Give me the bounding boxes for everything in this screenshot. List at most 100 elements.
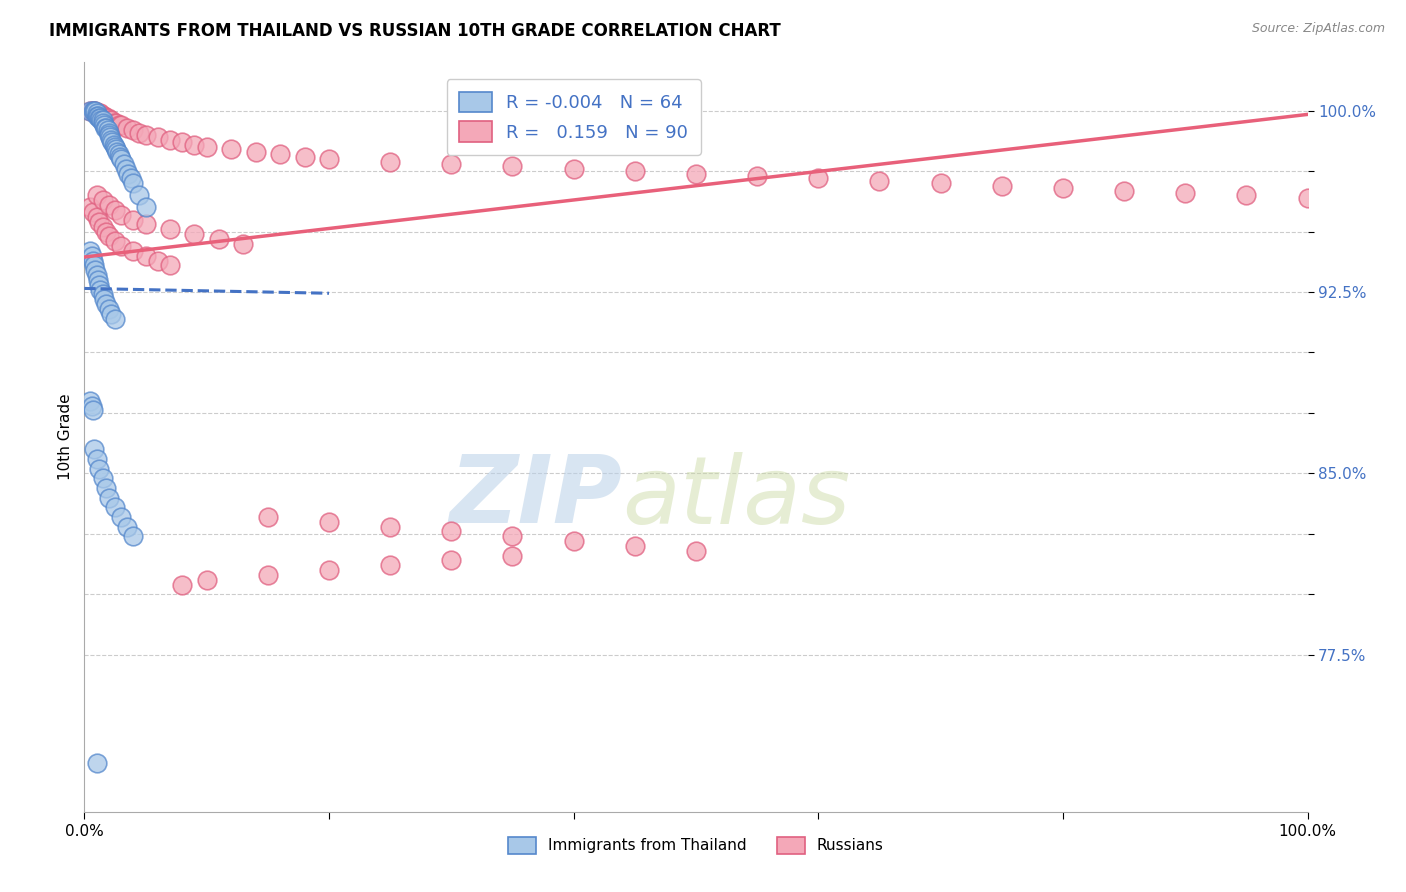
Point	[380, 558, 402, 573]
Point	[440, 157, 463, 171]
Point	[82, 205, 104, 219]
Point	[159, 133, 181, 147]
Point	[135, 218, 157, 232]
Point	[80, 103, 103, 118]
Point	[107, 147, 129, 161]
Point	[122, 244, 145, 258]
Point	[86, 188, 108, 202]
Point	[100, 133, 122, 147]
Point	[96, 225, 118, 239]
Point	[502, 529, 524, 543]
Point	[245, 145, 267, 159]
Point	[807, 171, 830, 186]
Point	[122, 123, 145, 137]
Point	[105, 145, 128, 159]
Point	[87, 215, 110, 229]
Point	[128, 126, 150, 140]
Point	[1114, 184, 1136, 198]
Point	[115, 161, 138, 176]
Point	[257, 509, 280, 524]
Point	[91, 287, 114, 301]
Point	[96, 481, 118, 495]
Point	[105, 116, 128, 130]
Point	[195, 573, 218, 587]
Point	[159, 259, 181, 273]
Point	[87, 106, 110, 120]
Point	[135, 249, 157, 263]
Point	[159, 222, 181, 236]
Point	[83, 103, 105, 118]
Point	[86, 106, 108, 120]
Point	[380, 154, 402, 169]
Point	[122, 212, 145, 227]
Point	[104, 140, 127, 154]
Point	[115, 519, 138, 533]
Point	[440, 553, 463, 567]
Point	[219, 143, 242, 157]
Point	[318, 563, 340, 577]
Point	[89, 111, 111, 125]
Point	[83, 442, 105, 457]
Point	[1052, 181, 1074, 195]
Point	[110, 152, 132, 166]
Point	[104, 235, 127, 249]
Point	[97, 113, 120, 128]
Point	[91, 193, 114, 207]
Point	[89, 283, 111, 297]
Point	[87, 111, 110, 125]
Point	[87, 106, 110, 120]
Point	[380, 519, 402, 533]
Point	[98, 130, 121, 145]
Point	[86, 109, 108, 123]
Point	[929, 176, 952, 190]
Point	[82, 103, 104, 118]
Point	[208, 232, 231, 246]
Point	[79, 201, 101, 215]
Point	[86, 268, 108, 282]
Point	[110, 239, 132, 253]
Point	[107, 118, 129, 132]
Point	[122, 529, 145, 543]
Point	[93, 109, 115, 123]
Point	[172, 135, 194, 149]
Point	[104, 311, 127, 326]
Point	[624, 164, 647, 178]
Point	[318, 515, 340, 529]
Text: atlas: atlas	[623, 451, 851, 542]
Point	[84, 263, 107, 277]
Point	[624, 539, 647, 553]
Text: IMMIGRANTS FROM THAILAND VS RUSSIAN 10TH GRADE CORRELATION CHART: IMMIGRANTS FROM THAILAND VS RUSSIAN 10TH…	[49, 22, 780, 40]
Point	[100, 113, 122, 128]
Point	[94, 111, 117, 125]
Point	[84, 103, 107, 118]
Point	[84, 103, 107, 118]
Point	[97, 301, 120, 316]
Point	[502, 549, 524, 563]
Point	[502, 160, 524, 174]
Point	[104, 202, 127, 217]
Point	[100, 307, 122, 321]
Point	[135, 201, 157, 215]
Point	[562, 534, 585, 549]
Point	[103, 116, 125, 130]
Point	[86, 210, 108, 224]
Point	[91, 109, 114, 123]
Point	[1236, 188, 1258, 202]
Y-axis label: 10th Grade: 10th Grade	[58, 393, 73, 481]
Point	[83, 103, 105, 118]
Point	[79, 103, 101, 118]
Point	[110, 208, 132, 222]
Point	[94, 120, 117, 135]
Point	[110, 509, 132, 524]
Point	[562, 161, 585, 176]
Point	[108, 150, 131, 164]
Point	[87, 461, 110, 475]
Point	[115, 120, 138, 135]
Point	[79, 244, 101, 258]
Point	[91, 219, 114, 234]
Point	[146, 130, 169, 145]
Point	[105, 143, 128, 157]
Point	[146, 253, 169, 268]
Point	[87, 277, 110, 292]
Point	[183, 227, 205, 241]
